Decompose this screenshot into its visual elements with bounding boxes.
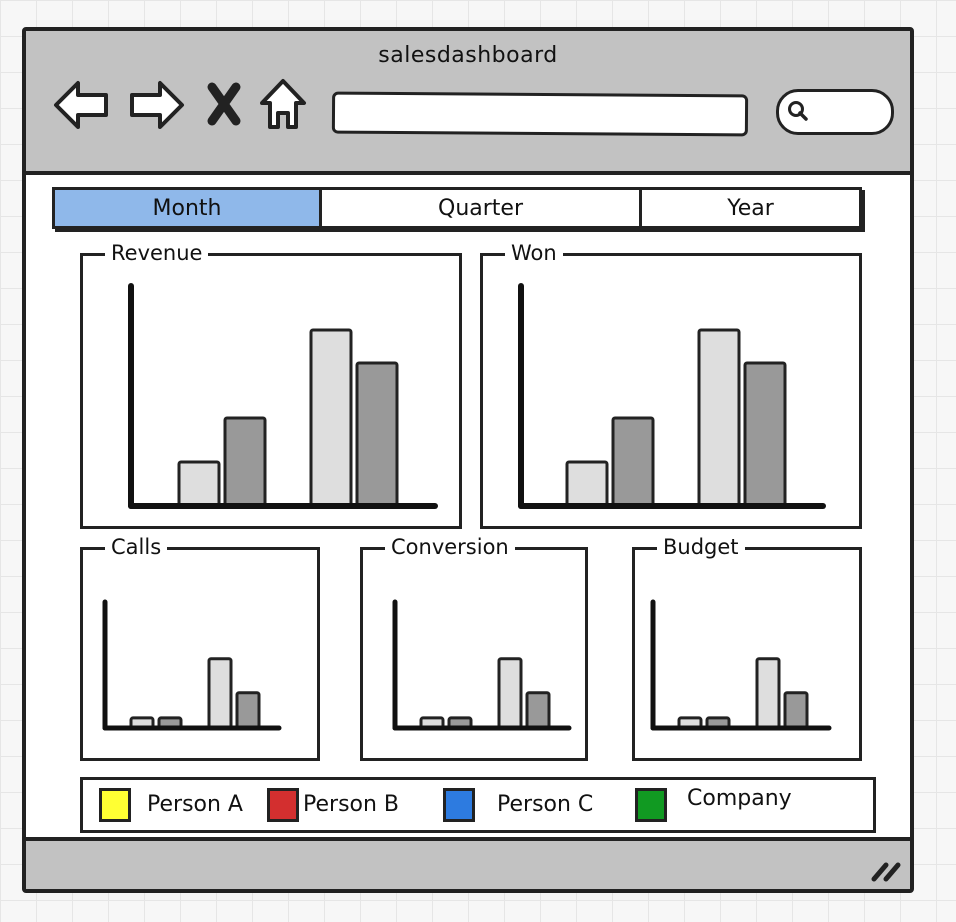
browser-window: salesdashboard Month Quarter Year Revenu… [22, 27, 914, 893]
chart-bar [755, 657, 781, 730]
panel-title: Budget [657, 533, 745, 561]
search-input[interactable] [776, 89, 894, 135]
legend: Person A Person B Person C Company [80, 777, 876, 833]
chart-bar [497, 657, 523, 730]
legend-swatch-person-c [443, 788, 475, 822]
chart-bar [207, 657, 233, 730]
tab-month[interactable]: Month [55, 190, 319, 226]
chart-bar [611, 416, 655, 508]
legend-swatch-company [635, 788, 667, 822]
title-bar: salesdashboard [26, 31, 910, 175]
calls-panel: Calls [80, 533, 320, 761]
won-panel: Won [480, 239, 862, 529]
chart-bar [355, 361, 399, 508]
chart-bar [309, 328, 353, 508]
chart-bar [565, 460, 609, 508]
chart-bar [697, 328, 741, 508]
panel-title: Won [505, 239, 563, 267]
status-bar [26, 837, 910, 889]
legend-label-person-c: Person C [497, 792, 594, 817]
legend-label-person-b: Person B [303, 792, 400, 817]
url-input[interactable] [331, 91, 749, 137]
close-icon[interactable] [204, 77, 244, 133]
tab-year[interactable]: Year [639, 190, 859, 226]
home-icon[interactable] [258, 77, 308, 133]
period-tabs: Month Quarter Year [52, 187, 862, 229]
won-chart [518, 283, 826, 509]
legend-label-company: Company [687, 786, 792, 811]
chart-bar [743, 361, 787, 508]
resize-grip-icon[interactable] [870, 855, 904, 885]
panel-title: Revenue [105, 239, 209, 267]
calls-chart [102, 599, 282, 731]
window-title: salesdashboard [378, 43, 558, 68]
arrow-left-icon[interactable] [52, 77, 112, 133]
budget-chart [650, 599, 832, 731]
search-icon [788, 101, 808, 121]
chart-bar [525, 691, 551, 730]
legend-swatch-person-a [99, 788, 131, 822]
revenue-chart [128, 283, 438, 509]
panel-title: Conversion [385, 533, 515, 561]
arrow-right-icon[interactable] [126, 77, 186, 133]
conversion-chart [392, 599, 572, 731]
revenue-panel: Revenue [80, 239, 462, 529]
chart-bar [177, 460, 221, 508]
conversion-panel: Conversion [360, 533, 588, 761]
legend-label-person-a: Person A [147, 792, 243, 817]
chart-bar [235, 691, 261, 730]
chart-bar [783, 691, 809, 730]
legend-swatch-person-b [267, 788, 299, 822]
tab-quarter[interactable]: Quarter [319, 190, 639, 226]
chart-bar [223, 416, 267, 508]
panel-title: Calls [105, 533, 168, 561]
budget-panel: Budget [632, 533, 862, 761]
